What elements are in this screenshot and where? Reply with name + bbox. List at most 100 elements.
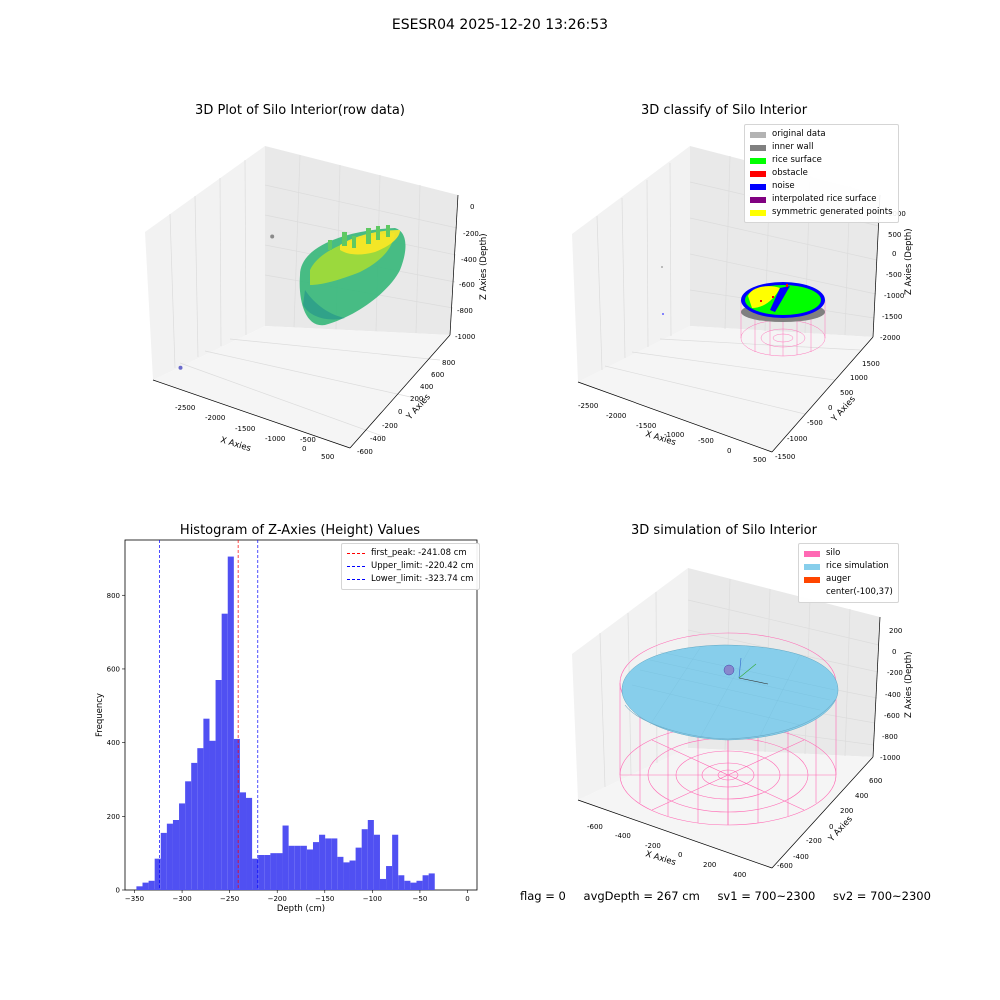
panel1-x-tick: -1500 <box>235 425 255 433</box>
histogram-bar <box>148 880 155 890</box>
legend-item: rice simulation <box>804 560 893 573</box>
panel2-y-tick: -1500 <box>775 453 795 461</box>
histogram-bar <box>221 613 228 890</box>
histogram-bar <box>227 556 234 890</box>
panel1-y-tick: 200 <box>410 395 423 403</box>
panel4-auger-marker <box>723 657 769 685</box>
legend-label: obstacle <box>772 168 808 178</box>
x-tick-label: −150 <box>315 895 334 903</box>
panel4-x-tick: -400 <box>615 832 631 840</box>
panel4-x-tick: 400 <box>733 871 746 879</box>
legend-item: Lower_limit: -323.74 cm <box>347 573 474 586</box>
histogram-bar <box>233 738 240 890</box>
panel2-x-tick: -2500 <box>578 402 598 410</box>
panel2-y-tick: 500 <box>840 389 853 397</box>
legend-label: inner wall <box>772 142 814 152</box>
histogram-bar <box>386 866 393 890</box>
histogram-y-label: Frequency <box>95 693 105 737</box>
legend-label: silo <box>826 548 841 558</box>
panel1-z-tick: -400 <box>461 256 477 264</box>
legend-swatch <box>804 550 820 557</box>
histogram-bar <box>331 838 338 890</box>
legend-label: auger <box>826 574 851 584</box>
panel1-y-tick: 400 <box>420 383 433 391</box>
legend-item: symmetric generated points <box>750 206 893 219</box>
legend-label: Lower_limit: -323.74 cm <box>371 574 474 584</box>
panel1-point-cloud <box>178 225 406 370</box>
x-tick-label: −350 <box>125 895 144 903</box>
legend-label: rice simulation <box>826 561 889 571</box>
x-tick-label: −250 <box>220 895 239 903</box>
panel2-x-tick: -2000 <box>606 412 626 420</box>
histogram-bar <box>197 748 204 890</box>
histogram-bar <box>252 858 259 890</box>
legend-line <box>347 566 365 567</box>
histogram-bar <box>300 845 307 890</box>
panel4-title: 3D simulation of Silo Interior <box>631 523 817 538</box>
panel4-z-tick: -1000 <box>880 754 900 762</box>
histogram-bar <box>306 849 313 890</box>
panel4-z-tick: -600 <box>884 712 900 720</box>
panel2-y-tick: 1000 <box>850 374 868 382</box>
status-line: flag = 0 avgDepth = 267 cm sv1 = 700~230… <box>520 889 945 903</box>
panel2-z-tick: -1000 <box>884 292 904 300</box>
panel4-z-ticks: -1000 -800 -600 -400 -200 0 200 <box>880 627 903 762</box>
panel2-legend: original data inner wall rice surface ob… <box>744 124 899 223</box>
histogram-bar <box>355 847 362 890</box>
histogram-bar <box>136 886 143 890</box>
panel1-z-tick: -1000 <box>455 333 475 341</box>
histogram-bar <box>179 803 186 890</box>
legend-swatch <box>750 144 766 151</box>
panel4-x-tick: 0 <box>678 851 682 859</box>
panel1-y-tick: 800 <box>442 359 455 367</box>
panel1-x-tick: -500 <box>300 436 316 444</box>
panel2-x-tick: 500 <box>753 456 766 464</box>
histogram-bar <box>172 820 180 890</box>
panel1-outlier-point <box>270 234 275 239</box>
panel2-x-tick: -500 <box>698 437 714 445</box>
histogram-bar <box>312 842 320 890</box>
legend-item: obstacle <box>750 167 893 180</box>
panel2-y-tick: -1000 <box>787 435 807 443</box>
panel2-silo-cloud <box>661 266 826 357</box>
histogram-bar <box>373 834 380 890</box>
x-tick-label: 0 <box>465 895 469 903</box>
panel1-y-tick: -400 <box>370 435 386 443</box>
legend-item: silo <box>804 547 893 560</box>
panel2-x-tick: 0 <box>727 447 731 455</box>
histogram-bar <box>270 853 277 890</box>
panel2-z-tick: -1500 <box>882 313 902 321</box>
histogram-bar <box>203 718 210 890</box>
panel1-y-tick: -600 <box>357 448 373 456</box>
histogram-bar <box>239 792 247 890</box>
panel4-y-tick: 0 <box>829 823 833 831</box>
legend-item: auger <box>804 573 893 586</box>
panel1-x-ticks: -2500 -2000 -1500 -1000 -500 0 500 <box>175 404 334 461</box>
panel2-y-tick: 0 <box>828 404 832 412</box>
panel1-y-tick: 0 <box>398 408 402 416</box>
figure-title: ESESR04 2025-12-20 13:26:53 <box>391 17 609 33</box>
panel2-y-ticks: -1500 -1000 -500 0 500 1000 1500 <box>775 360 880 461</box>
panel4-y-ticks: -600 -400 -200 0 200 400 600 <box>777 777 882 870</box>
histogram-bar <box>398 875 405 890</box>
histogram-bar <box>264 855 271 890</box>
legend-swatch <box>750 131 766 138</box>
legend-label: center(-100,37) <box>826 587 893 597</box>
histogram-bar <box>185 781 192 890</box>
legend-item: Upper_limit: -220.42 cm <box>347 560 474 573</box>
panel4-z-tick: -400 <box>885 691 901 699</box>
legend-item: original data <box>750 128 893 141</box>
legend-line <box>347 553 365 554</box>
x-tick-label: −100 <box>363 895 382 903</box>
histogram-bar <box>404 880 411 890</box>
panel4-x-label: X Axies <box>644 849 677 868</box>
legend-swatch <box>750 196 766 203</box>
panel2-y-tick: -500 <box>807 419 823 427</box>
legend-swatch <box>804 563 820 570</box>
y-tick-label: 0 <box>116 887 120 895</box>
panel3-title: Histogram of Z-Axies (Height) Values <box>179 523 421 538</box>
status-sv2: sv2 = 700~2300 <box>833 889 931 903</box>
panel4-y-tick: -200 <box>806 837 822 845</box>
histogram-bar <box>343 862 350 890</box>
